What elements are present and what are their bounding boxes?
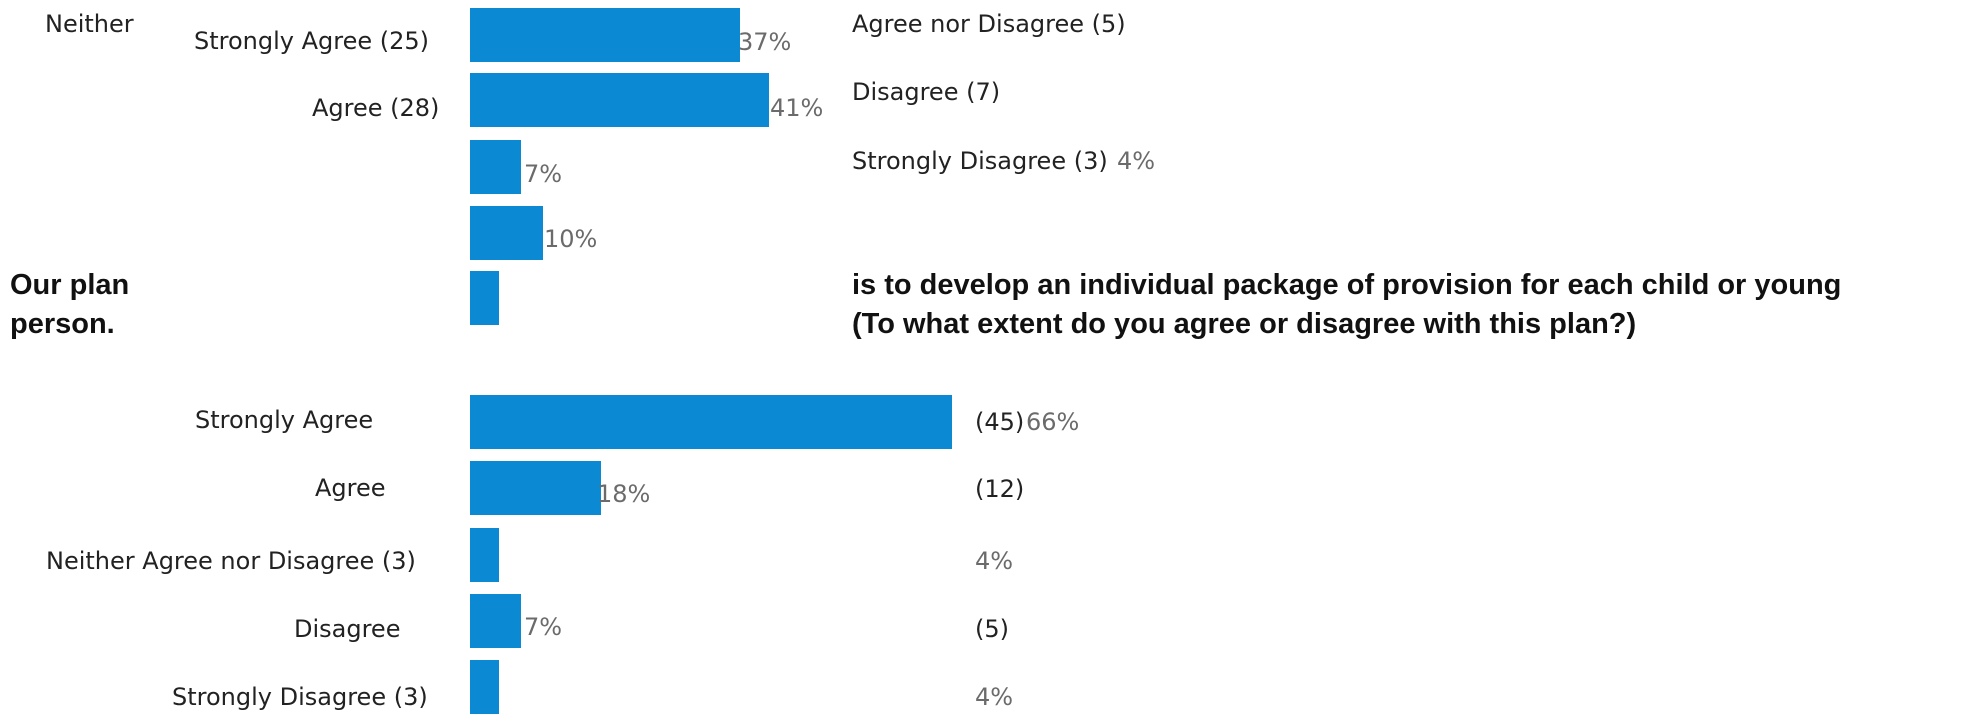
question-text-left-1: Our plan (10, 269, 130, 301)
data-label-agree-2: 18% (597, 480, 651, 508)
data-label-disagree-2: 7% (524, 613, 563, 641)
count-label-disagree-2: (5) (975, 615, 1009, 643)
bar-agree (470, 73, 769, 127)
data-label-strongly-agree-2: 66% (1026, 408, 1080, 436)
data-label-strongly-agree: 37% (738, 28, 792, 56)
category-label-neither-rest: Agree nor Disagree (5) (852, 10, 1126, 38)
category-label-neither-word: Neither (45, 10, 134, 38)
bar-neither-2 (470, 528, 499, 582)
category-label-disagree-2: Disagree (294, 615, 401, 643)
category-label-agree: Agree (28) (312, 94, 440, 122)
bar-strongly-agree-2 (470, 395, 952, 449)
bar-disagree (470, 206, 543, 260)
bar-strongly-disagree (470, 271, 499, 325)
bar-disagree-2 (470, 594, 521, 648)
category-label-strongly-agree-2: Strongly Agree (195, 406, 374, 434)
data-label-neither-2: 4% (975, 547, 1014, 575)
data-label-disagree: 10% (544, 225, 598, 253)
count-label-agree-2: (12) (975, 475, 1025, 503)
category-label-agree-2: Agree (315, 474, 386, 502)
category-label-strongly-agree: Strongly Agree (25) (194, 27, 430, 55)
bar-agree-2 (470, 461, 601, 515)
count-label-strongly-agree-2: (45) (975, 408, 1025, 436)
data-label-neither: 7% (524, 160, 563, 188)
data-label-strongly-disagree: 4% (1117, 147, 1156, 175)
bar-strongly-disagree-2 (470, 660, 499, 714)
data-label-strongly-disagree-2: 4% (975, 683, 1014, 711)
category-label-strongly-disagree: Strongly Disagree (3) (852, 147, 1108, 175)
question-text-left-2: person. (10, 308, 115, 340)
category-label-neither-2: Neither Agree nor Disagree (3) (46, 547, 416, 575)
data-label-agree: 41% (770, 94, 824, 122)
category-label-disagree: Disagree (7) (852, 78, 1001, 106)
bar-strongly-agree (470, 8, 740, 62)
question-text-right-1: is to develop an individual package of p… (852, 269, 1842, 301)
bar-neither (470, 140, 521, 194)
question-text-right-2: (To what extent do you agree or disagree… (852, 308, 1637, 340)
category-label-strongly-disagree-2: Strongly Disagree (3) (172, 683, 428, 711)
